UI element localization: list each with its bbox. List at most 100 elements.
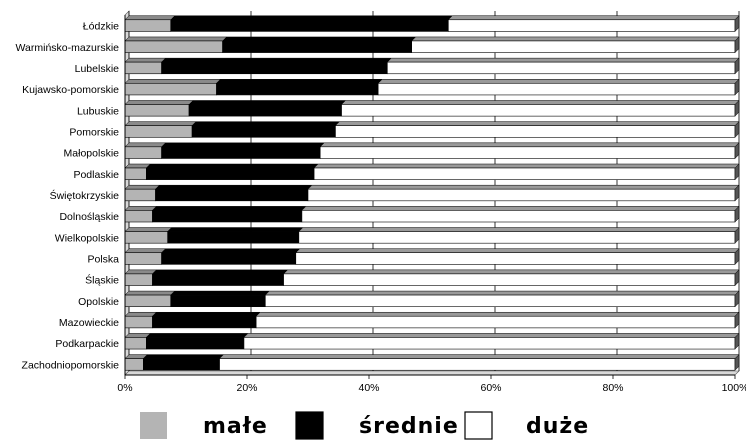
category-label: Podkarpackie	[55, 338, 119, 350]
bar-segment-top	[154, 184, 313, 190]
bar-segment-top	[160, 57, 392, 63]
legend-label: średnie	[359, 414, 459, 439]
category-label: Lubuskie	[77, 105, 119, 117]
bar-end-face	[734, 205, 740, 223]
bar-end-face	[734, 248, 740, 265]
bar-segment-top	[124, 227, 173, 232]
bar-segment	[188, 104, 342, 117]
bar-segment-top	[124, 121, 197, 126]
bar-segment	[124, 167, 147, 180]
bar-segment-top	[124, 333, 151, 338]
bar-segment	[143, 358, 220, 371]
bar-segment-top	[124, 311, 158, 317]
bar-segment	[124, 125, 193, 138]
bar-segment	[124, 210, 153, 223]
bar-segment	[295, 252, 736, 265]
bar-segment-top	[151, 311, 261, 317]
bar-end-face	[734, 269, 740, 287]
legend-swatch	[140, 412, 167, 439]
bar-segment-top	[145, 333, 249, 338]
category-label: Zachodniopomorskie	[22, 359, 120, 371]
category-label: Świętokrzyskie	[50, 189, 120, 202]
category-labels: Łódzkie Warmińsko-mazurskie Lubelskie Kujaw…	[16, 21, 120, 372]
bar-segment-top	[151, 269, 289, 275]
bar-segment	[335, 125, 736, 138]
bar-segment-top	[221, 36, 417, 42]
bar-segment-top	[124, 79, 222, 84]
bar-segment-top	[124, 36, 228, 42]
bar-segment	[124, 315, 153, 329]
x-tick-label: 0%	[117, 382, 132, 394]
bar-segment	[319, 146, 736, 159]
category-label: Warmińsko-mazurskie	[16, 42, 120, 54]
bar-segment	[124, 188, 156, 202]
bar-segment	[307, 188, 736, 202]
bar-end-face	[734, 36, 740, 54]
bar-segment	[152, 273, 284, 286]
bar-segment	[161, 252, 297, 265]
bar-segment	[124, 252, 162, 265]
x-tick-label: 100%	[722, 382, 746, 394]
bar-end-face	[734, 78, 740, 96]
bar-segment	[152, 210, 303, 223]
bar-segment-top	[334, 121, 740, 126]
bar-segment	[146, 167, 315, 180]
bar-end-face	[734, 57, 740, 75]
bar-segment	[219, 358, 736, 371]
bar-segment-top	[160, 248, 301, 253]
category-label: Polska	[87, 254, 119, 266]
legend-swatch	[464, 411, 493, 440]
bar-segment	[124, 19, 172, 32]
bar-segment	[161, 61, 388, 75]
bar-segment	[124, 40, 223, 53]
bar-end-face	[734, 332, 740, 350]
category-label: Łódzkie	[83, 21, 119, 33]
bar-segment-top	[124, 15, 176, 21]
bar-segment	[341, 104, 736, 117]
category-label: Lubelskie	[75, 63, 120, 75]
bar-segment-top	[386, 57, 740, 63]
bar-end-face	[734, 226, 740, 244]
bar-end-face	[734, 163, 740, 181]
bar-segment-top	[298, 227, 740, 232]
category-label: Dolnośląskie	[59, 211, 119, 223]
bar-segment-top	[215, 79, 383, 84]
bar-segment	[124, 231, 169, 244]
bar-end-face	[734, 15, 740, 33]
bar-segment-top	[264, 290, 740, 296]
bar-segment-top	[243, 333, 740, 338]
bar-segment-top	[124, 57, 167, 63]
bar-segment-top	[124, 163, 151, 169]
bar-segment	[170, 19, 449, 32]
bar-segment	[298, 231, 736, 244]
bar-end-face	[734, 290, 740, 308]
bar-segment	[386, 61, 736, 75]
bar-segment	[161, 146, 321, 159]
bar-segment-top	[160, 142, 325, 148]
bar-segment	[255, 315, 736, 329]
bar-segment	[124, 61, 162, 75]
bar-segment-top	[340, 100, 740, 105]
bar-segment	[243, 337, 736, 350]
bar-segment	[313, 167, 736, 180]
bar-segment	[447, 19, 736, 32]
floor	[124, 370, 740, 376]
bar-segment	[124, 104, 190, 117]
x-axis-ticks: 0% 20% 40% 60% 80% 100%	[117, 15, 746, 394]
bar-segment-top	[218, 354, 740, 359]
category-label: Podlaskie	[73, 169, 119, 181]
bar-end-face	[734, 121, 740, 138]
bar-segment	[377, 82, 736, 96]
bar-segment-top	[282, 269, 740, 275]
legend-swatch	[295, 411, 324, 440]
bar-segment-top	[188, 100, 347, 105]
bars	[124, 15, 740, 371]
bar-segment-top	[145, 163, 319, 169]
bar-segment-top	[313, 163, 740, 169]
legend-label: małe	[203, 414, 268, 439]
bar-segment	[124, 82, 217, 96]
bar-segment-top	[170, 15, 453, 21]
bar-end-face	[734, 184, 740, 202]
bar-segment-top	[124, 100, 194, 105]
